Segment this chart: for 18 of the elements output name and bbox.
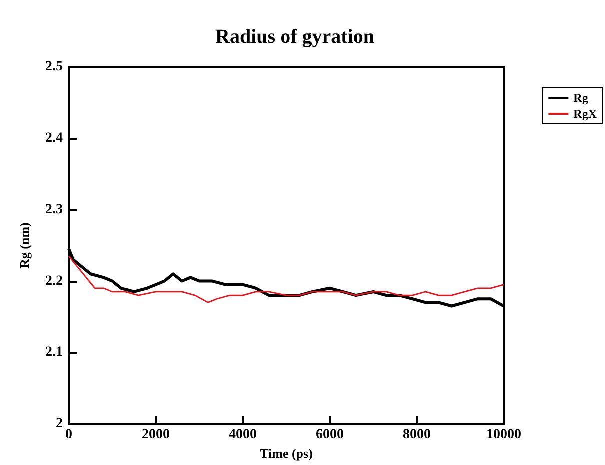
y-tick-label: 2 <box>56 416 63 432</box>
chart-title: Radius of gyration <box>216 26 374 48</box>
legend-label: Rg <box>574 91 588 105</box>
y-tick-label: 2.3 <box>46 202 63 218</box>
x-tick-label: 6000 <box>316 428 344 443</box>
x-tick-label: 10000 <box>486 428 522 443</box>
y-tick-label: 2.4 <box>46 130 63 146</box>
x-tick-label: 4000 <box>229 428 257 443</box>
x-tick-label: 2000 <box>142 428 170 443</box>
y-axis-title: Rg (nm) <box>17 222 32 268</box>
x-tick-label: 8000 <box>403 428 431 443</box>
x-tick-label: 0 <box>66 428 72 443</box>
y-tick-label: 2.1 <box>46 345 63 360</box>
x-axis-title: Time (ps) <box>260 446 313 461</box>
y-tick-label: 2.5 <box>46 60 63 74</box>
legend-label: RgX <box>574 107 598 121</box>
y-tick-label: 2.2 <box>46 274 63 289</box>
line-series <box>68 256 505 304</box>
